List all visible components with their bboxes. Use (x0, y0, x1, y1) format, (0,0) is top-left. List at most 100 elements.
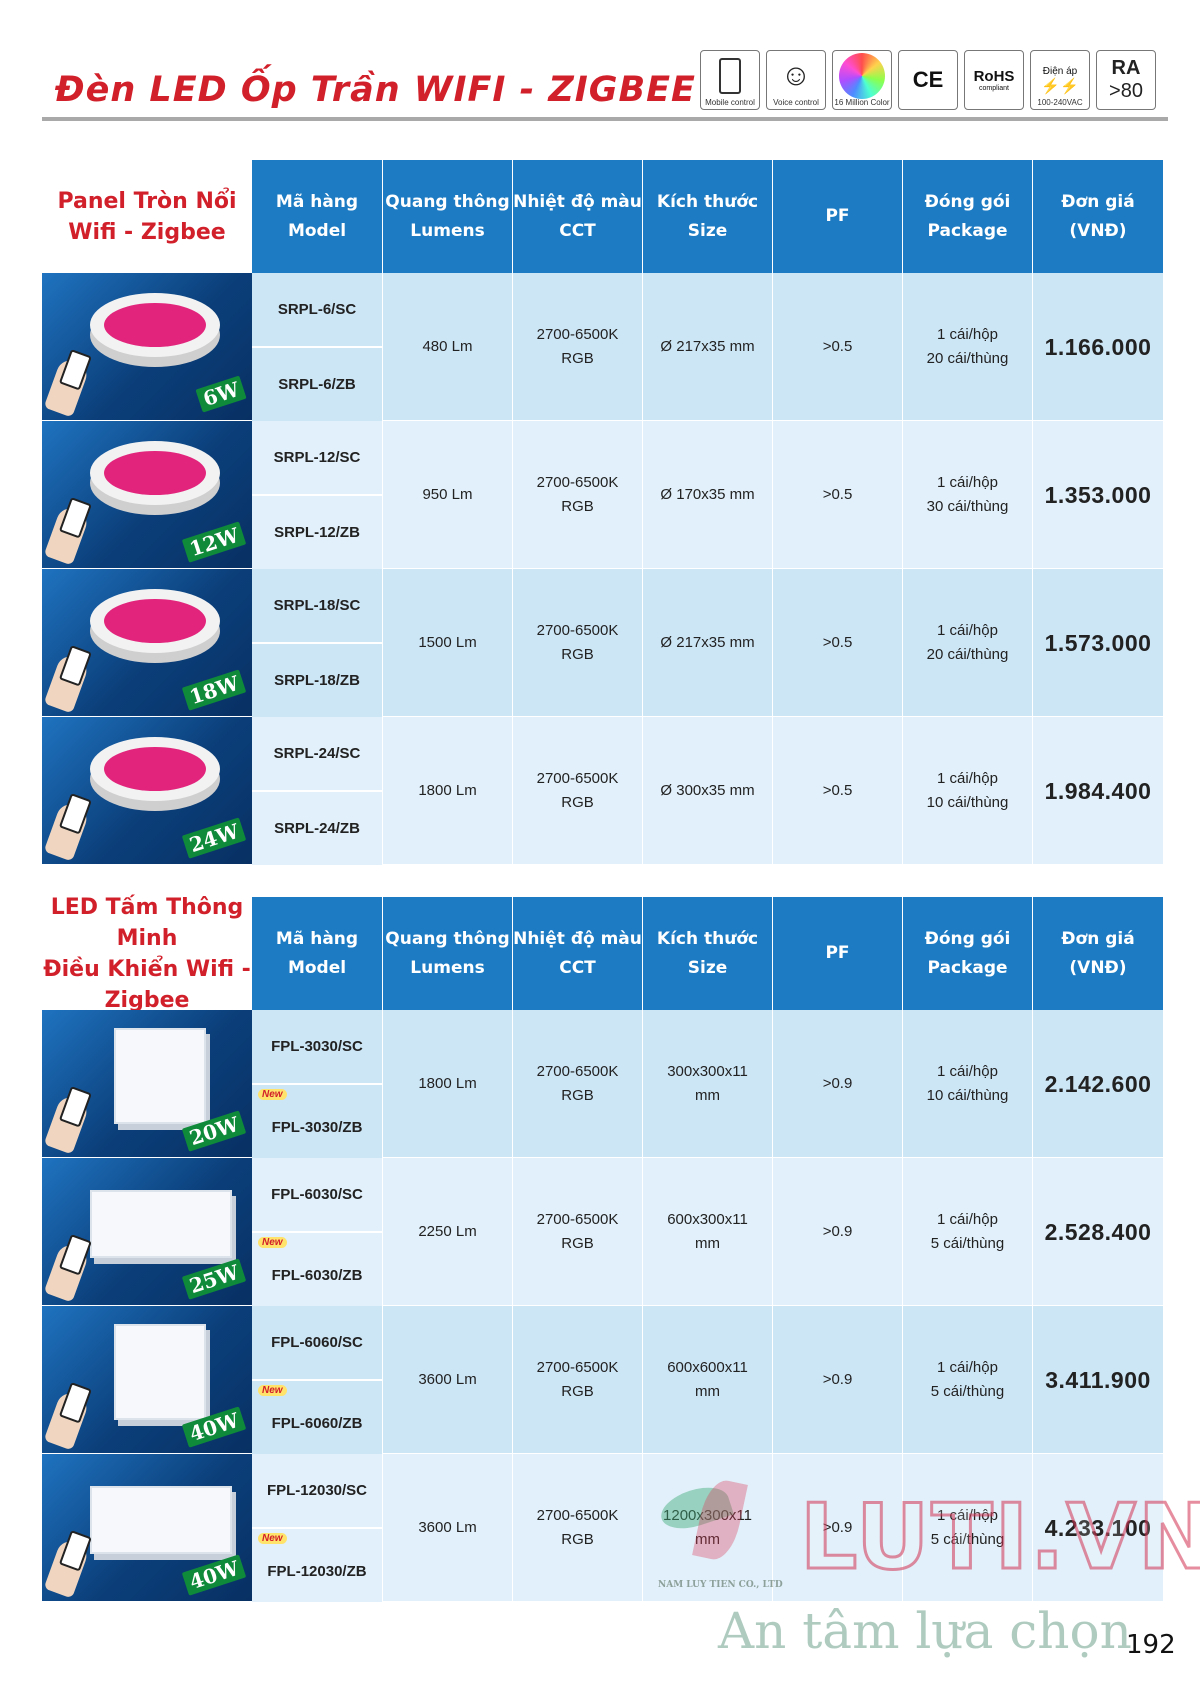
mobile-control-icon: Mobile control (700, 50, 760, 110)
color-wheel-icon: 16 Million Color (832, 50, 892, 110)
product-image: 20W (42, 1010, 252, 1158)
lumens-cell: 1800 Lm (383, 1010, 513, 1158)
table-smart-panel: LED Tấm Thông Minh Điều Khiển Wifi - Zig… (42, 894, 1168, 1602)
voice-control-icon: ☺ Voice control (766, 50, 826, 110)
table-row: 24W SRPL-24/SC SRPL-24/ZB 1800 Lm 2700-6… (42, 717, 1168, 865)
wattage-badge: 18W (181, 669, 247, 711)
column-header-price: Đơn giá (VNĐ) (1033, 897, 1163, 1010)
model-code-new: New FPL-12030/ZB (252, 1529, 382, 1602)
wattage-badge: 24W (181, 817, 247, 859)
cct-cell: 2700-6500K RGB (513, 1306, 643, 1454)
package-cell: 1 cái/hộp 5 cái/thùng (903, 1306, 1033, 1454)
package-cell: 1 cái/hộp 20 cái/thùng (903, 273, 1033, 421)
price-cell: 2.142.600 (1033, 1010, 1163, 1158)
table-row: 25W FPL-6030/SC New FPL-6030/ZB 2250 Lm … (42, 1158, 1168, 1306)
cct-cell: 2700-6500K RGB (513, 1010, 643, 1158)
product-image: 40W (42, 1454, 252, 1602)
wattage-badge: 40W (181, 1554, 247, 1596)
package-cell: 1 cái/hộp 10 cái/thùng (903, 717, 1033, 865)
ce-mark-icon: CE (898, 50, 958, 110)
table-row: 6W SRPL-6/SC SRPL-6/ZB 480 Lm 2700-6500K… (42, 273, 1168, 421)
package-cell: 1 cái/hộp 20 cái/thùng (903, 569, 1033, 717)
phone-in-hand-icon (43, 356, 91, 418)
column-header-pf: PF (773, 160, 903, 273)
new-badge: New (258, 1385, 287, 1396)
table-row: 18W SRPL-18/SC SRPL-18/ZB 1500 Lm 2700-6… (42, 569, 1168, 717)
lumens-cell: 3600 Lm (383, 1454, 513, 1602)
column-header-package: Đóng gói Package (903, 160, 1033, 273)
model-code: SRPL-24/ZB (274, 820, 360, 837)
watermark-slogan: An tâm lựa chọn (718, 1602, 1132, 1660)
model-code: SRPL-12/SC (252, 421, 382, 496)
title-divider (42, 117, 1168, 121)
package-cell: 1 cái/hộp 5 cái/thùng (903, 1454, 1033, 1602)
cct-cell: 2700-6500K RGB (513, 273, 643, 421)
cct-cell: 2700-6500K RGB (513, 717, 643, 865)
lumens-cell: 1500 Lm (383, 569, 513, 717)
column-header-pf: PF (773, 897, 903, 1010)
model-code: SRPL-18/ZB (274, 672, 360, 689)
pf-cell: >0.9 (773, 1306, 903, 1454)
cct-cell: 2700-6500K RGB (513, 1454, 643, 1602)
voltage-icon: Điện áp ⚡⚡ 100-240VAC (1030, 50, 1090, 110)
lumens-cell: 950 Lm (383, 421, 513, 569)
round-lamp-icon (90, 589, 220, 653)
model-code: SRPL-12/ZB (274, 524, 360, 541)
package-cell: 1 cái/hộp 10 cái/thùng (903, 1010, 1033, 1158)
watermark-brand: LUTI.VN (798, 1484, 1200, 1592)
cct-cell: 2700-6500K RGB (513, 421, 643, 569)
pf-cell: >0.5 (773, 569, 903, 717)
size-cell: 600x300x11 mm (643, 1158, 773, 1306)
cct-cell: 2700-6500K RGB (513, 1158, 643, 1306)
round-lamp-icon (90, 737, 220, 801)
page-title: Đèn LED Ốp Trần WIFI - ZIGBEE (55, 70, 696, 110)
column-header-lumens: Quang thông Lumens (383, 160, 513, 273)
pf-cell: >0.9 (773, 1010, 903, 1158)
size-cell: 1200x300x11 mm (643, 1454, 773, 1602)
wattage-badge: 12W (181, 521, 247, 563)
model-code: SRPL-6/SC (252, 273, 382, 348)
price-cell: 2.528.400 (1033, 1158, 1163, 1306)
certification-badges: Mobile control ☺ Voice control 16 Millio… (700, 50, 1156, 110)
lumens-cell: 1800 Lm (383, 717, 513, 865)
rectangle-panel-icon (90, 1190, 232, 1258)
wattage-badge: 6W (195, 375, 247, 413)
section-label: LED Tấm Thông Minh Điều Khiển Wifi - Zig… (43, 894, 251, 1013)
rohs-icon: RoHS compliant (964, 50, 1024, 110)
column-header-size: Kích thước Size (643, 160, 773, 273)
price-cell: 1.984.400 (1033, 717, 1163, 865)
phone-in-hand-icon (43, 652, 91, 714)
product-image: 18W (42, 569, 252, 717)
model-code: FPL-6060/SC (252, 1306, 382, 1381)
model-code: SRPL-18/SC (252, 569, 382, 644)
product-image: 12W (42, 421, 252, 569)
table-header: Panel Tròn Nổi Wifi - Zigbee Mã hàng Mode… (42, 160, 1168, 273)
package-cell: 1 cái/hộp 5 cái/thùng (903, 1158, 1033, 1306)
lumens-cell: 3600 Lm (383, 1306, 513, 1454)
product-image: 6W (42, 273, 252, 421)
phone-in-hand-icon (43, 1389, 91, 1451)
model-code: FPL-12030/SC (252, 1454, 382, 1529)
product-image: 25W (42, 1158, 252, 1306)
model-code-new: New FPL-3030/ZB (252, 1085, 382, 1158)
size-cell: 600x600x11 mm (643, 1306, 773, 1454)
model-code: FPL-6030/SC (252, 1158, 382, 1233)
price-cell: 4.233.100 (1033, 1454, 1163, 1602)
table-header: LED Tấm Thông Minh Điều Khiển Wifi - Zig… (42, 894, 1168, 1013)
phone-in-hand-icon (43, 800, 91, 862)
column-header-package: Đóng gói Package (903, 897, 1033, 1010)
table-row: 40W FPL-6060/SC New FPL-6060/ZB 3600 Lm … (42, 1306, 1168, 1454)
model-code: SRPL-6/ZB (278, 376, 356, 393)
rectangle-panel-icon (90, 1486, 232, 1554)
size-cell: Ø 170x35 mm (643, 421, 773, 569)
column-header-lumens: Quang thông Lumens (383, 897, 513, 1010)
table-panel-round: Panel Tròn Nổi Wifi - Zigbee Mã hàng Mode… (42, 160, 1168, 865)
model-code-new: New FPL-6060/ZB (252, 1381, 382, 1454)
model-code: FPL-3030/SC (252, 1010, 382, 1085)
table-row: 12W SRPL-12/SC SRPL-12/ZB 950 Lm 2700-65… (42, 421, 1168, 569)
page-number: 192 (1126, 1630, 1176, 1660)
square-panel-icon (114, 1028, 206, 1124)
table-row: 20W FPL-3030/SC New FPL-3030/ZB 1800 Lm … (42, 1010, 1168, 1158)
model-code: SRPL-24/SC (252, 717, 382, 792)
package-cell: 1 cái/hộp 30 cái/thùng (903, 421, 1033, 569)
